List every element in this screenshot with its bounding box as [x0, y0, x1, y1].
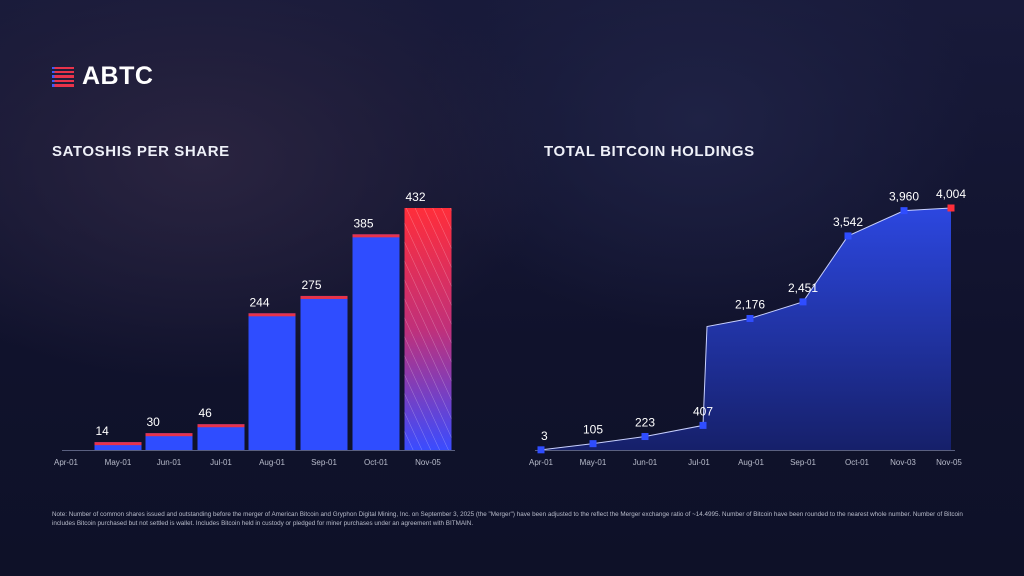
marker [900, 207, 908, 215]
data-label: 3 [541, 429, 548, 443]
x-tick-label: Sep-01 [311, 458, 337, 467]
marker [589, 440, 597, 448]
data-label: 4,004 [936, 187, 966, 201]
bar [145, 433, 193, 450]
x-tick-label: Aug-01 [738, 458, 764, 467]
satoshis-chart-title: SATOSHIS PER SHARE [52, 143, 230, 160]
x-tick-label: Jun-01 [633, 458, 658, 467]
marker [641, 433, 649, 441]
data-label: 3,960 [889, 190, 919, 204]
marker [537, 446, 545, 454]
bar [94, 442, 142, 450]
abtc-logo: ABTC [52, 62, 153, 91]
bar [352, 234, 400, 450]
data-label: 244 [250, 295, 270, 309]
x-tick-label: Apr-01 [54, 458, 79, 467]
marker [799, 298, 807, 306]
marker-highlight [947, 204, 955, 212]
x-tick-label: Jul-01 [210, 458, 232, 467]
footnote: Note: Number of common shares issued and… [52, 511, 963, 527]
bar-hatch [404, 208, 452, 450]
bar-cap [197, 424, 245, 428]
bar [248, 313, 296, 450]
data-label: 3,542 [833, 215, 863, 229]
data-label: 275 [302, 278, 322, 292]
area-fill [541, 208, 951, 450]
x-tick-label: Nov-05 [936, 458, 962, 467]
data-label: 14 [96, 424, 110, 438]
x-tick-label: May-01 [580, 458, 607, 467]
logo-stripes-icon [52, 66, 74, 87]
x-tick-label: Oct-01 [364, 458, 389, 467]
data-label: 223 [635, 416, 655, 430]
data-label: 2,176 [735, 297, 765, 311]
x-tick-label: Oct-01 [845, 458, 870, 467]
x-tick-label: Jul-01 [688, 458, 710, 467]
x-tick-label: Nov-03 [890, 458, 916, 467]
series-line [540, 207, 952, 451]
data-label: 105 [583, 423, 603, 437]
data-label: 432 [406, 190, 426, 204]
data-label: 30 [147, 415, 161, 429]
bar-cap [248, 313, 296, 317]
logo-text: ABTC [82, 62, 154, 90]
x-tick-label: May-01 [105, 458, 132, 467]
bar-cap [145, 433, 193, 437]
bar [300, 295, 348, 450]
x-tick-label: Nov-05 [415, 458, 441, 467]
marker [699, 421, 707, 429]
marker [844, 232, 852, 240]
bar-cap [300, 295, 348, 299]
data-label: 2,451 [788, 281, 818, 295]
bar-cap [352, 234, 400, 238]
data-label: 385 [354, 216, 374, 230]
data-label: 46 [199, 406, 213, 420]
bar [197, 424, 245, 450]
bar-cap [94, 442, 142, 446]
x-tick-label: Sep-01 [790, 458, 816, 467]
holdings-chart-title: TOTAL BITCOIN HOLDINGS [544, 143, 755, 160]
marker [746, 314, 754, 322]
x-tick-label: Apr-01 [529, 458, 554, 467]
x-tick-label: Jun-01 [157, 458, 182, 467]
x-tick-label: Aug-01 [259, 458, 285, 467]
data-label: 407 [693, 404, 713, 418]
